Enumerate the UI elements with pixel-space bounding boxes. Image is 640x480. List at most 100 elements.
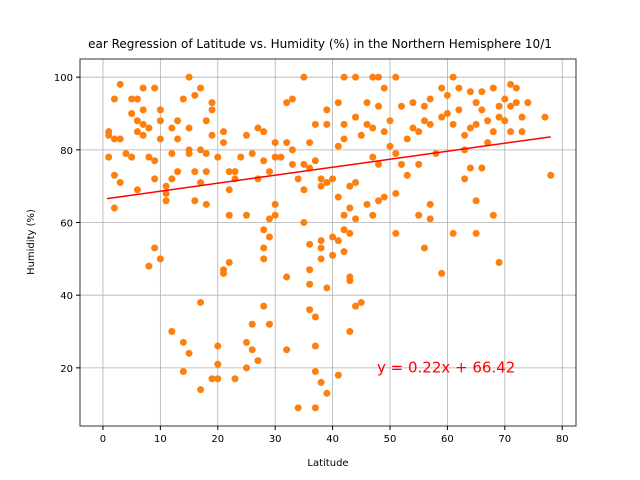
data-point [225, 168, 233, 176]
data-point [265, 233, 273, 241]
data-point [168, 124, 176, 132]
chart-title: ear Regression of Latitude vs. Humidity … [88, 37, 552, 51]
data-point [484, 117, 492, 125]
data-point [346, 277, 354, 285]
data-point [139, 131, 147, 139]
data-point [202, 117, 210, 125]
data-point [151, 84, 159, 92]
data-point [265, 320, 273, 328]
data-point [156, 135, 164, 143]
data-point [340, 135, 348, 143]
data-point [185, 124, 193, 132]
data-point [317, 255, 325, 263]
data-point [271, 211, 279, 219]
x-tick-label: 0 [100, 434, 106, 445]
data-point [105, 153, 113, 161]
data-point [214, 153, 222, 161]
data-point [484, 139, 492, 147]
data-point [288, 146, 296, 154]
y-axis-label: Humidity (%) [26, 209, 37, 275]
data-point [260, 157, 268, 165]
data-point [403, 171, 411, 179]
data-point [311, 313, 319, 321]
data-point [162, 189, 170, 197]
data-point [248, 346, 256, 354]
data-point [283, 273, 291, 281]
data-point [352, 215, 360, 223]
data-point [455, 84, 463, 92]
y-tick-label: 20 [60, 364, 73, 375]
data-point [449, 229, 457, 237]
data-point [409, 124, 417, 132]
data-point [346, 328, 354, 336]
x-tick-label: 40 [326, 434, 339, 445]
data-point [375, 73, 383, 81]
x-tick-label: 50 [384, 434, 397, 445]
data-point [254, 175, 262, 183]
data-point [317, 244, 325, 252]
data-point [139, 120, 147, 128]
y-tick-label: 60 [60, 219, 73, 230]
data-point [311, 367, 319, 375]
data-point [415, 160, 423, 168]
data-point [329, 251, 337, 259]
data-point [380, 193, 388, 201]
data-point [179, 367, 187, 375]
data-point [317, 175, 325, 183]
data-point [369, 153, 377, 161]
data-point [110, 135, 118, 143]
data-point [214, 360, 222, 368]
data-point [357, 298, 365, 306]
data-point [185, 73, 193, 81]
data-point [455, 106, 463, 114]
x-tick-label: 10 [154, 434, 167, 445]
data-point [145, 124, 153, 132]
data-point [260, 128, 268, 136]
data-point [174, 168, 182, 176]
data-point [306, 280, 314, 288]
data-point [495, 102, 503, 110]
data-point [128, 95, 136, 103]
data-point [340, 248, 348, 256]
data-point [225, 258, 233, 266]
data-point [501, 95, 509, 103]
data-point [380, 84, 388, 92]
data-point [208, 99, 216, 107]
data-point [306, 266, 314, 274]
data-point [352, 73, 360, 81]
data-point [260, 255, 268, 263]
data-point [151, 157, 159, 165]
data-point [133, 186, 141, 194]
data-point [162, 182, 170, 190]
data-point [466, 88, 474, 96]
data-point [392, 189, 400, 197]
data-point [512, 84, 520, 92]
data-point [449, 73, 457, 81]
data-point [174, 135, 182, 143]
data-point [472, 120, 480, 128]
data-point [329, 175, 337, 183]
data-point [426, 200, 434, 208]
data-point [375, 160, 383, 168]
data-point [478, 106, 486, 114]
data-point [518, 128, 526, 136]
data-point [420, 244, 428, 252]
data-point [191, 168, 199, 176]
data-point [156, 117, 164, 125]
data-point [472, 229, 480, 237]
data-point [168, 175, 176, 183]
data-point [392, 149, 400, 157]
data-point [283, 346, 291, 354]
data-point [461, 131, 469, 139]
data-point [248, 149, 256, 157]
data-point [185, 146, 193, 154]
data-point [306, 139, 314, 147]
data-point [507, 128, 515, 136]
data-point [242, 211, 250, 219]
data-point [191, 91, 199, 99]
data-point [174, 117, 182, 125]
data-point [208, 375, 216, 383]
data-point [271, 153, 279, 161]
data-point [334, 193, 342, 201]
data-point [397, 102, 405, 110]
